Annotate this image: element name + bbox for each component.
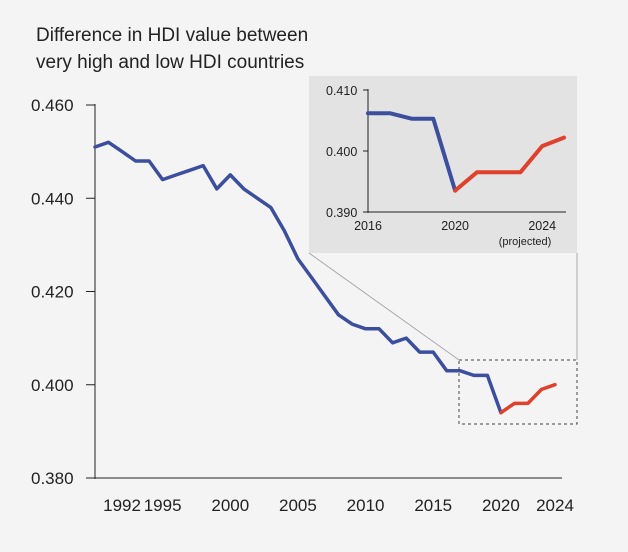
inset-series-projected-line xyxy=(453,135,566,193)
main-y-tick-label: 0.400 xyxy=(31,376,74,395)
inset-x-tick-label: 2024 xyxy=(528,219,556,233)
main-axes: 0.460 0.440 0.420 0.400 0.380 1992 1995 2000 200… xyxy=(31,96,574,515)
inset-x-tick-label: 2020 xyxy=(441,219,469,233)
chart-title-line-1: Difference in HDI value between xyxy=(36,25,308,46)
main-y-tick-label: 0.440 xyxy=(31,189,74,208)
main-x-tick-label: 2024 xyxy=(536,496,574,515)
main-x-tick-label: 1995 xyxy=(144,496,182,515)
inset-projected-note: (projected) xyxy=(499,236,552,248)
zoom-region-box xyxy=(458,359,578,425)
main-plot-lines xyxy=(93,140,557,415)
main-x-tick-label: 2020 xyxy=(482,496,520,515)
inset-panel xyxy=(309,76,577,253)
main-series-observed-line xyxy=(93,140,503,415)
main-x-tick-label: 1992 xyxy=(103,496,141,515)
main-y-tick-label: 0.420 xyxy=(31,283,74,302)
inset-y-tick-label: 0.390 xyxy=(326,206,357,220)
inset-y-tick-label: 0.400 xyxy=(326,145,357,159)
chart-title-line-2: very high and low HDI countries xyxy=(36,52,304,73)
inset-y-tick-label: 0.410 xyxy=(326,84,357,98)
inset-series-observed-line xyxy=(366,111,458,193)
main-y-tick-label: 0.460 xyxy=(31,96,74,115)
zoom-connector-left xyxy=(308,252,460,361)
main-x-tick-label: 2005 xyxy=(279,496,317,515)
main-series-projected-line xyxy=(499,382,557,415)
inset-x-tick-label: 2016 xyxy=(354,219,382,233)
main-x-tick-label: 2015 xyxy=(414,496,452,515)
main-x-tick-label: 2010 xyxy=(347,496,385,515)
inset-plot-lines xyxy=(366,111,566,193)
main-x-tick-label: 2000 xyxy=(211,496,249,515)
main-y-tick-label: 0.380 xyxy=(31,469,74,488)
